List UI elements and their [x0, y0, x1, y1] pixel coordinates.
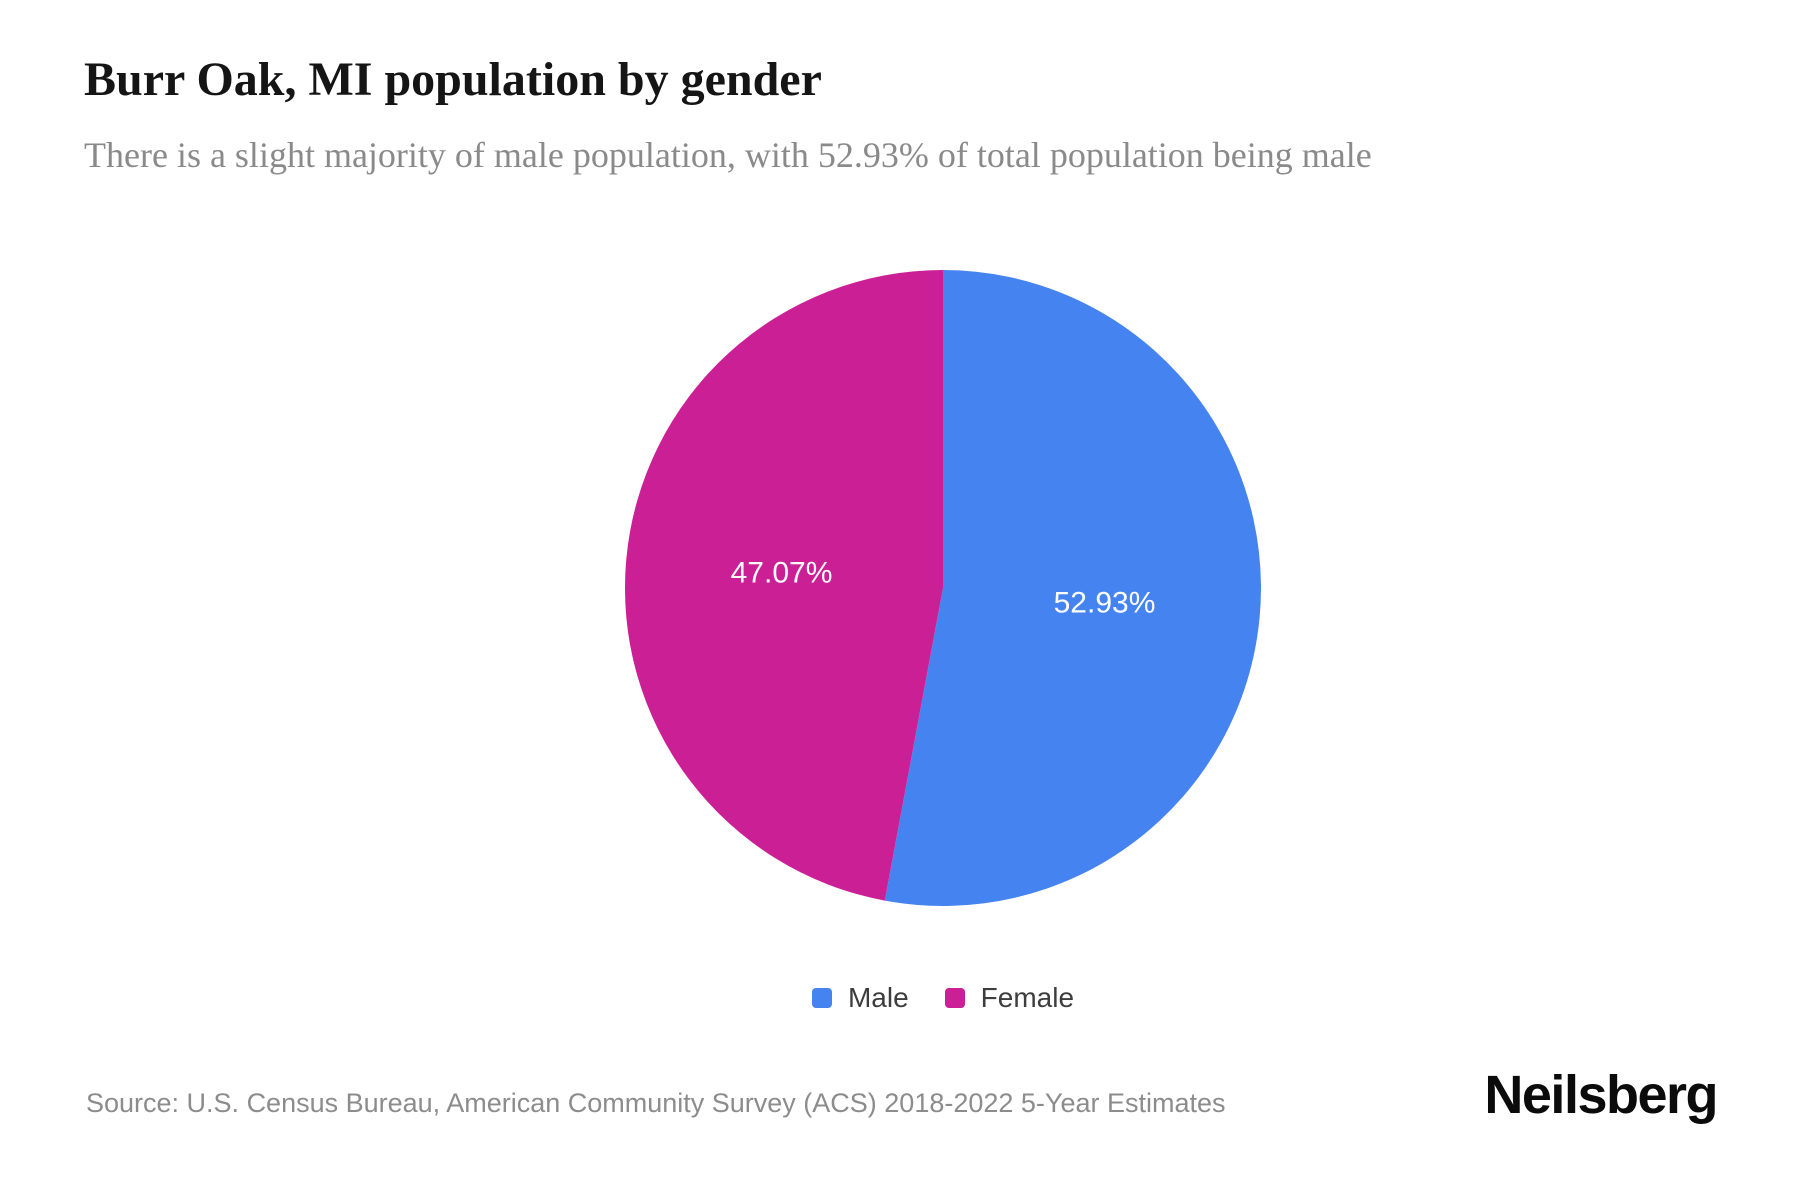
pie-slice-label-female: 47.07% [731, 557, 833, 590]
chart-legend: Male Female [613, 982, 1273, 1014]
pie-slice-male[interactable] [884, 270, 1261, 906]
legend-label-female: Female [980, 982, 1075, 1013]
neilsberg-logo: Neilsberg [1484, 1065, 1718, 1125]
chart-subtitle: There is a slight majority of male popul… [84, 135, 1372, 175]
pie-chart: 52.93% 47.07% [613, 258, 1273, 918]
female-legend-swatch-icon [944, 988, 965, 1008]
legend-item-female[interactable]: Female [944, 982, 1075, 1014]
pie-chart-svg: 52.93% 47.07% [624, 270, 1261, 906]
legend-label-male: Male [847, 982, 909, 1013]
male-legend-swatch-icon [811, 988, 832, 1008]
source-attribution: Source: U.S. Census Bureau, American Com… [86, 1088, 1226, 1118]
pie-slice-label-male: 52.93% [1054, 586, 1156, 619]
page-title: Burr Oak, MI population by gender [84, 53, 822, 106]
pie-slice-female[interactable] [624, 270, 943, 901]
legend-item-male[interactable]: Male [811, 982, 909, 1014]
